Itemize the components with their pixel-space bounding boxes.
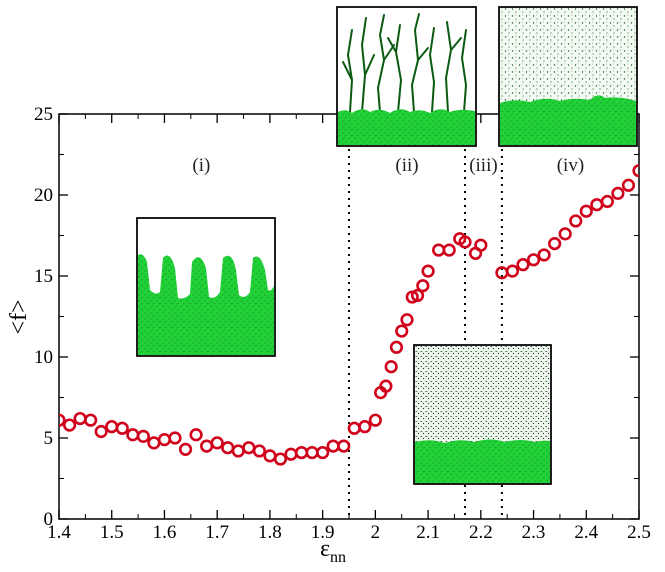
data-point <box>170 433 181 444</box>
data-point <box>613 188 624 199</box>
y-tick-label: 15 <box>34 266 53 287</box>
data-point <box>128 429 139 440</box>
data-point <box>391 342 402 353</box>
y-tick-label: 20 <box>34 185 53 206</box>
region-label: (iii) <box>469 155 498 176</box>
data-point <box>307 447 318 458</box>
data-point <box>423 266 434 277</box>
data-point <box>418 280 429 291</box>
inset-iii <box>414 345 551 484</box>
data-point <box>180 444 191 455</box>
x-tick-label: 1.8 <box>258 522 282 543</box>
data-point <box>360 421 371 432</box>
x-tick-label: 2.1 <box>416 522 440 543</box>
data-point <box>149 438 160 449</box>
data-point <box>623 180 634 191</box>
data-point <box>233 446 244 457</box>
data-point <box>265 451 276 462</box>
data-point <box>518 259 529 270</box>
data-point <box>402 314 413 325</box>
data-point <box>338 441 349 452</box>
x-axis-label-subscript: nn <box>330 549 346 566</box>
data-point <box>244 442 255 453</box>
x-tick-label: 2 <box>371 522 381 543</box>
data-point <box>254 446 265 457</box>
data-point <box>222 442 233 453</box>
x-tick-label: 1.6 <box>153 522 177 543</box>
y-axis-label: <f> <box>6 299 32 334</box>
data-point <box>64 420 75 431</box>
x-tick-label: 1.7 <box>205 522 229 543</box>
data-point <box>528 254 539 265</box>
data-point <box>296 447 307 458</box>
data-point <box>560 229 571 240</box>
region-label: (i) <box>192 155 210 176</box>
y-tick-label: 0 <box>44 509 54 530</box>
region-labels: (i) (ii) (iii) (iv) <box>192 155 584 176</box>
data-point <box>592 199 603 210</box>
data-point <box>581 206 592 217</box>
data-point <box>159 434 170 445</box>
y-tick-label: 5 <box>44 428 54 449</box>
data-point <box>549 238 560 249</box>
data-point <box>317 447 328 458</box>
data-point <box>96 426 107 437</box>
inset-i <box>137 218 275 356</box>
data-point <box>201 441 212 452</box>
data-point <box>507 266 518 277</box>
region-label: (ii) <box>395 155 418 176</box>
data-point <box>275 454 286 465</box>
y-tick-label: 10 <box>34 347 53 368</box>
data-point <box>476 240 487 251</box>
data-point <box>539 250 550 261</box>
data-point <box>75 413 86 424</box>
data-point <box>85 415 96 426</box>
inset-ii <box>337 7 476 146</box>
inset-iv <box>499 7 637 146</box>
x-axis-label-main: ε <box>320 536 330 562</box>
data-point <box>212 438 223 449</box>
data-point <box>349 423 360 434</box>
data-point <box>444 245 455 256</box>
data-point <box>117 423 128 434</box>
data-point <box>328 441 339 452</box>
data-point <box>106 421 117 432</box>
data-point <box>396 326 407 337</box>
data-point <box>286 449 297 460</box>
data-point <box>386 361 397 372</box>
data-point <box>138 431 149 442</box>
data-point <box>433 245 444 256</box>
data-point <box>191 429 202 440</box>
y-tick-label: 25 <box>34 104 53 125</box>
x-tick-label: 2.3 <box>522 522 546 543</box>
data-point <box>370 415 381 426</box>
x-tick-label: 1.5 <box>100 522 124 543</box>
data-point <box>570 216 581 227</box>
x-tick-label: 2.2 <box>469 522 493 543</box>
x-tick-label: 2.4 <box>574 522 598 543</box>
data-point <box>602 196 613 207</box>
region-label: (iv) <box>557 155 584 176</box>
x-tick-label: 2.5 <box>627 522 651 543</box>
